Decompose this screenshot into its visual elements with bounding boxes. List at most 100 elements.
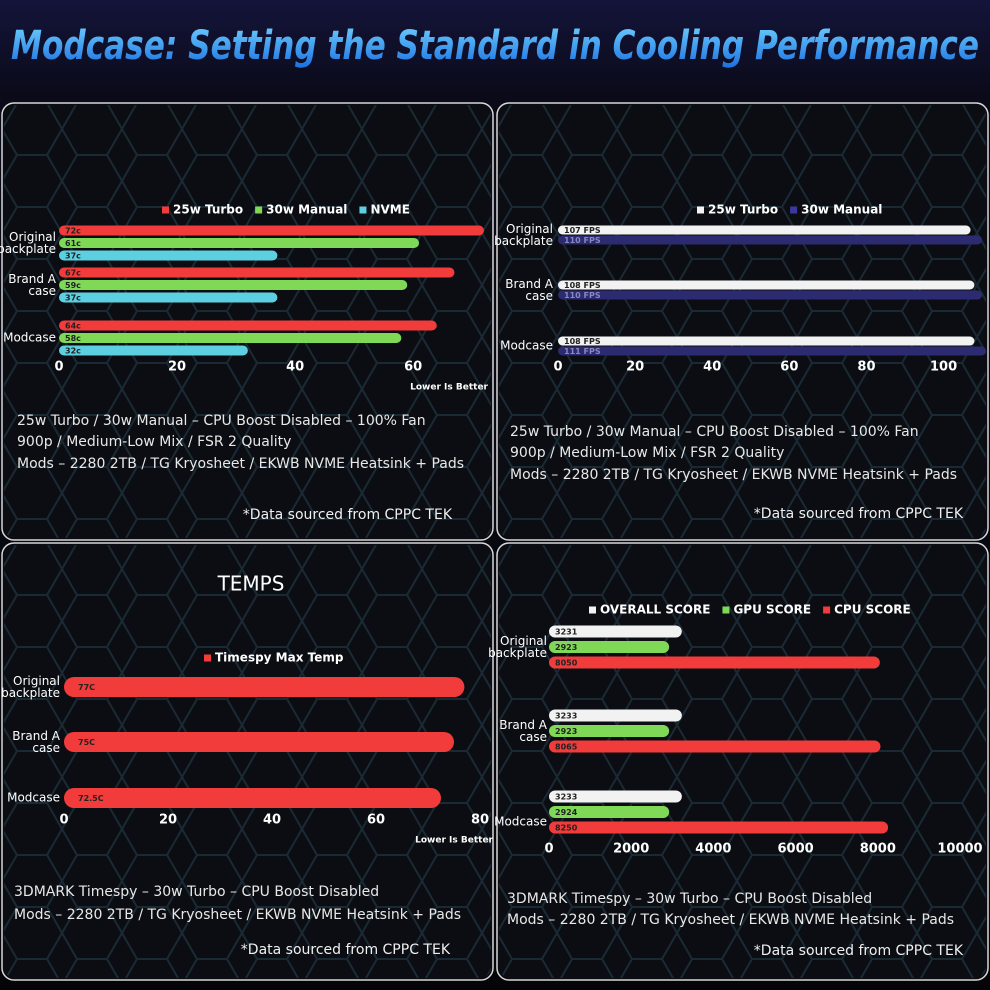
bar — [59, 345, 248, 356]
chart-panel: 0 20 40 60 Original backplate 72c 61c 37c Brand A… — [0, 102, 494, 541]
value-label: 37c — [65, 252, 81, 261]
value-label: 111 FPS — [564, 347, 601, 356]
value-label: 37c — [65, 294, 81, 303]
x-tick-label: 60 — [404, 360, 422, 375]
bar — [549, 790, 682, 803]
bar — [59, 238, 420, 248]
value-label: 72c — [65, 227, 81, 236]
value-label: 75C — [78, 738, 95, 747]
note: 3DMARK Timespy – 30w Turbo – CPU Boost D… — [14, 884, 379, 900]
bar — [558, 346, 986, 356]
legend-label: GPU SCORE — [733, 603, 811, 617]
annotation: Lower Is Better — [410, 383, 488, 393]
legend-label: NVME — [370, 203, 409, 217]
bar — [64, 732, 454, 752]
value-label: 3233 — [555, 712, 577, 721]
bar — [558, 235, 983, 245]
note: Mods – 2280 2TB / TG Kryosheet / EKWB NV… — [510, 467, 957, 483]
legend-marker — [162, 206, 169, 214]
legend-marker — [697, 206, 704, 214]
value-label: 110 FPS — [564, 291, 601, 300]
value-label: 64c — [65, 322, 81, 331]
legend-marker — [722, 606, 730, 614]
value-label: 77C — [78, 683, 95, 692]
x-tick-label: 20 — [168, 360, 186, 375]
bar — [59, 333, 402, 343]
bar — [59, 320, 437, 331]
bar — [59, 280, 408, 290]
legend-label: Timespy Max Temp — [215, 651, 344, 665]
value-label: 61c — [65, 239, 81, 248]
x-tick-label: 0 — [59, 813, 68, 828]
legend-label: OVERALL SCORE — [600, 603, 710, 617]
note: 25w Turbo / 30w Manual – CPU Boost Disab… — [17, 413, 426, 429]
value-label: 8050 — [555, 659, 578, 668]
page-title: Modcase: Setting the Standard in Cooling… — [11, 23, 979, 69]
legend-label: 30w Manual — [266, 203, 347, 217]
chart-panel: 0 2000 4000 6000 8000 10000 Original backplate 3… — [488, 542, 989, 981]
bar — [549, 725, 670, 737]
bar — [549, 709, 682, 722]
legend-marker — [204, 654, 211, 662]
legend-label: 30w Manual — [801, 203, 882, 217]
bar — [549, 806, 670, 818]
x-tick-label: 4000 — [695, 842, 731, 857]
x-tick-label: 40 — [263, 813, 281, 828]
legend-marker — [790, 206, 798, 214]
note: Mods – 2280 2TB / TG Kryosheet / EKWB NV… — [14, 907, 461, 923]
value-label: 107 FPS — [564, 226, 601, 235]
value-label: 8250 — [555, 824, 578, 833]
panel-pattern — [4, 545, 491, 978]
source: *Data sourced from CPPC TEK — [754, 943, 964, 959]
note: 900p / Medium-Low Mix / FSR 2 Quality — [17, 434, 291, 450]
bar — [558, 225, 971, 235]
category-label: Original backplate — [1, 674, 60, 700]
category-label: Original backplate — [494, 222, 553, 248]
legend-label: 25w Turbo — [708, 203, 778, 217]
source: *Data sourced from CPPC TEK — [243, 507, 453, 523]
value-label: 2923 — [555, 727, 577, 736]
x-tick-label: 0 — [553, 360, 562, 375]
bar — [59, 292, 278, 303]
panel-pattern — [499, 545, 986, 978]
x-tick-label: 100 — [930, 360, 957, 375]
x-tick-label: 2000 — [613, 842, 649, 857]
category-label: Modcase — [7, 791, 60, 805]
bar — [549, 740, 881, 753]
chart-title: TEMPS — [217, 572, 285, 596]
note: 3DMARK Timespy – 30w Turbo – CPU Boost D… — [507, 891, 872, 907]
source: *Data sourced from CPPC TEK — [754, 506, 964, 522]
x-tick-label: 60 — [780, 360, 798, 375]
value-label: 72.5C — [78, 794, 104, 803]
bar — [59, 267, 455, 278]
note: 25w Turbo / 30w Manual – CPU Boost Disab… — [510, 424, 919, 440]
bar — [558, 336, 975, 346]
x-tick-label: 80 — [857, 360, 875, 375]
x-tick-label: 20 — [626, 360, 644, 375]
value-label: 58c — [65, 334, 81, 343]
value-label: 8065 — [555, 743, 578, 752]
x-tick-label: 0 — [54, 360, 63, 375]
x-tick-label: 20 — [159, 813, 177, 828]
note: Mods – 2280 2TB / TG Kryosheet / EKWB NV… — [507, 912, 954, 928]
category-label: Modcase — [3, 331, 56, 345]
value-label: 59c — [65, 281, 81, 290]
value-label: 3233 — [555, 793, 577, 802]
bar — [64, 677, 465, 697]
bar — [558, 280, 975, 290]
bar — [64, 788, 441, 808]
legend-label: CPU SCORE — [834, 603, 911, 617]
value-label: 32c — [65, 347, 81, 356]
bar — [549, 656, 880, 669]
category-label: Modcase — [500, 339, 553, 353]
note: 900p / Medium-Low Mix / FSR 2 Quality — [510, 445, 784, 461]
bar — [549, 641, 670, 653]
bar — [549, 821, 889, 834]
bar — [558, 290, 983, 300]
category-label: Original backplate — [0, 230, 56, 256]
legend-label: 25w Turbo — [173, 203, 243, 217]
